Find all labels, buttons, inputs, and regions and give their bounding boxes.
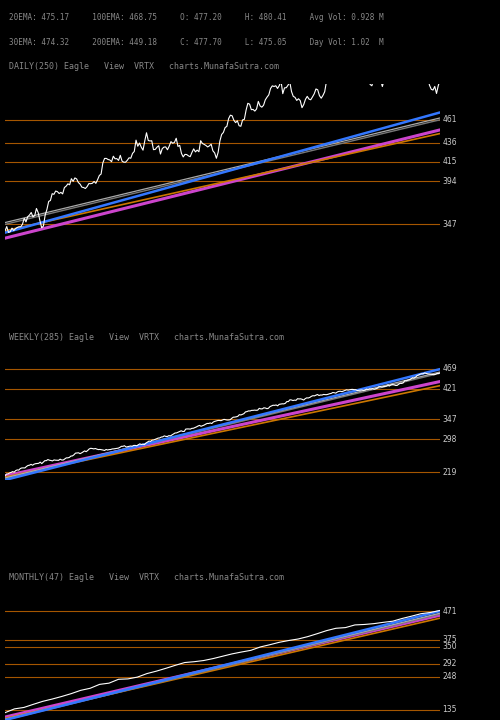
Text: 461: 461: [442, 115, 456, 125]
Text: 347: 347: [442, 220, 457, 229]
Text: 375: 375: [442, 635, 457, 644]
Text: 415: 415: [442, 158, 456, 166]
Text: 471: 471: [442, 607, 456, 616]
Text: 135: 135: [442, 706, 456, 714]
Text: 298: 298: [442, 435, 456, 444]
Text: 292: 292: [442, 660, 456, 668]
Text: 219: 219: [442, 467, 456, 477]
Text: 350: 350: [442, 642, 457, 652]
Text: 20EMA: 475.17     100EMA: 468.75     O: 477.20     H: 480.41     Avg Vol: 0.928 : 20EMA: 475.17 100EMA: 468.75 O: 477.20 H…: [10, 12, 384, 22]
Text: 30EMA: 474.32     200EMA: 449.18     C: 477.70     L: 475.05     Day Vol: 1.02  : 30EMA: 474.32 200EMA: 449.18 C: 477.70 L…: [10, 37, 384, 47]
Text: 248: 248: [442, 672, 456, 681]
Text: DAILY(250) Eagle   View  VRTX   charts.MunafaSutra.com: DAILY(250) Eagle View VRTX charts.Munafa…: [10, 63, 280, 71]
Text: 394: 394: [442, 177, 457, 186]
Text: 421: 421: [442, 384, 456, 393]
Text: WEEKLY(285) Eagle   View  VRTX   charts.MunafaSutra.com: WEEKLY(285) Eagle View VRTX charts.Munaf…: [10, 333, 284, 342]
Text: 469: 469: [442, 364, 457, 373]
Text: 436: 436: [442, 138, 457, 147]
Text: 347: 347: [442, 415, 457, 423]
Text: MONTHLY(47) Eagle   View  VRTX   charts.MunafaSutra.com: MONTHLY(47) Eagle View VRTX charts.Munaf…: [10, 573, 284, 582]
